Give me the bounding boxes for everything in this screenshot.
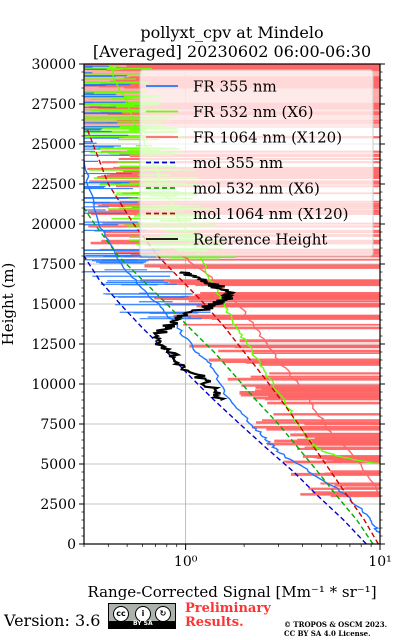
series-line-4 bbox=[84, 207, 374, 544]
y-tick-label: 15000 bbox=[31, 297, 76, 313]
cc-license-badge[interactable]: cc i ↻ BY SA bbox=[108, 603, 176, 629]
y-tick-label: 2500 bbox=[40, 497, 76, 513]
copyright-line-1: © TROPOS & OSCM 2023. bbox=[284, 620, 388, 629]
chart-title: pollyxt_cpv at Mindelo bbox=[140, 23, 323, 42]
y-axis-label: Height (m) bbox=[0, 263, 17, 346]
cc-badge-bar: BY SA bbox=[109, 620, 175, 628]
y-tick-label: 27500 bbox=[31, 97, 76, 113]
legend-label: FR 355 nm bbox=[193, 78, 277, 96]
y-tick-label: 0 bbox=[67, 537, 76, 553]
preliminary-notice: Preliminary Results. bbox=[185, 602, 271, 630]
y-tick-label: 7500 bbox=[40, 417, 76, 433]
version-label: Version: 3.6 bbox=[4, 611, 101, 630]
legend: FR 355 nm FR 532 nm (X6) FR 1064 nm (X120)… bbox=[139, 69, 374, 257]
chart: pollyxt_cpv at Mindelo [Averaged] 202306… bbox=[0, 23, 392, 600]
y-tick-label: 10000 bbox=[31, 377, 76, 393]
series-line-6 bbox=[151, 271, 237, 402]
y-tick-label: 12500 bbox=[31, 337, 76, 353]
y-tick-label: 17500 bbox=[31, 257, 76, 273]
legend-label: FR 532 nm (X6) bbox=[193, 103, 313, 121]
copyright-line-2: CC BY SA 4.0 License. bbox=[284, 629, 371, 638]
series-line-0 bbox=[84, 159, 380, 534]
chart-subtitle: [Averaged] 20230602 06:00-06:30 bbox=[93, 42, 371, 61]
series-line-3 bbox=[84, 255, 367, 544]
plot-area: 0 2500 5000 7500 10000 12500 15000 17500 20000 22… bbox=[31, 57, 391, 570]
legend-label: mol 532 nm (X6) bbox=[193, 180, 320, 198]
x-axis-label: Range-Corrected Signal [Mm⁻¹ * sr⁻¹] bbox=[87, 583, 376, 600]
y-tick-label: 30000 bbox=[31, 57, 76, 73]
legend-label: mol 355 nm bbox=[193, 154, 283, 172]
y-tick-label: 5000 bbox=[40, 457, 76, 473]
y-tick-label: 25000 bbox=[31, 137, 76, 153]
series-line-5 bbox=[86, 127, 379, 544]
footer: Version: 3.6 cc i ↻ BY SA Preliminary Re… bbox=[0, 600, 400, 640]
legend-label: mol 1064 nm (X120) bbox=[193, 205, 348, 223]
x-tick-label: 10¹ bbox=[368, 554, 391, 570]
preliminary-line-1: Preliminary bbox=[185, 601, 271, 616]
legend-label: Reference Height bbox=[193, 231, 327, 249]
preliminary-line-2: Results. bbox=[185, 615, 244, 630]
x-tick-label: 10⁰ bbox=[174, 554, 198, 570]
copyright-notice: © TROPOS & OSCM 2023. CC BY SA 4.0 Licen… bbox=[284, 620, 387, 638]
cc-badge-text: BY SA bbox=[133, 620, 153, 627]
legend-box bbox=[139, 69, 374, 257]
sa-icon: ↻ bbox=[155, 606, 171, 622]
y-tick-label: 20000 bbox=[31, 217, 76, 233]
y-tick-label: 22500 bbox=[31, 177, 76, 193]
cc-icon: cc bbox=[113, 606, 129, 622]
legend-label: FR 1064 nm (X120) bbox=[193, 129, 342, 147]
